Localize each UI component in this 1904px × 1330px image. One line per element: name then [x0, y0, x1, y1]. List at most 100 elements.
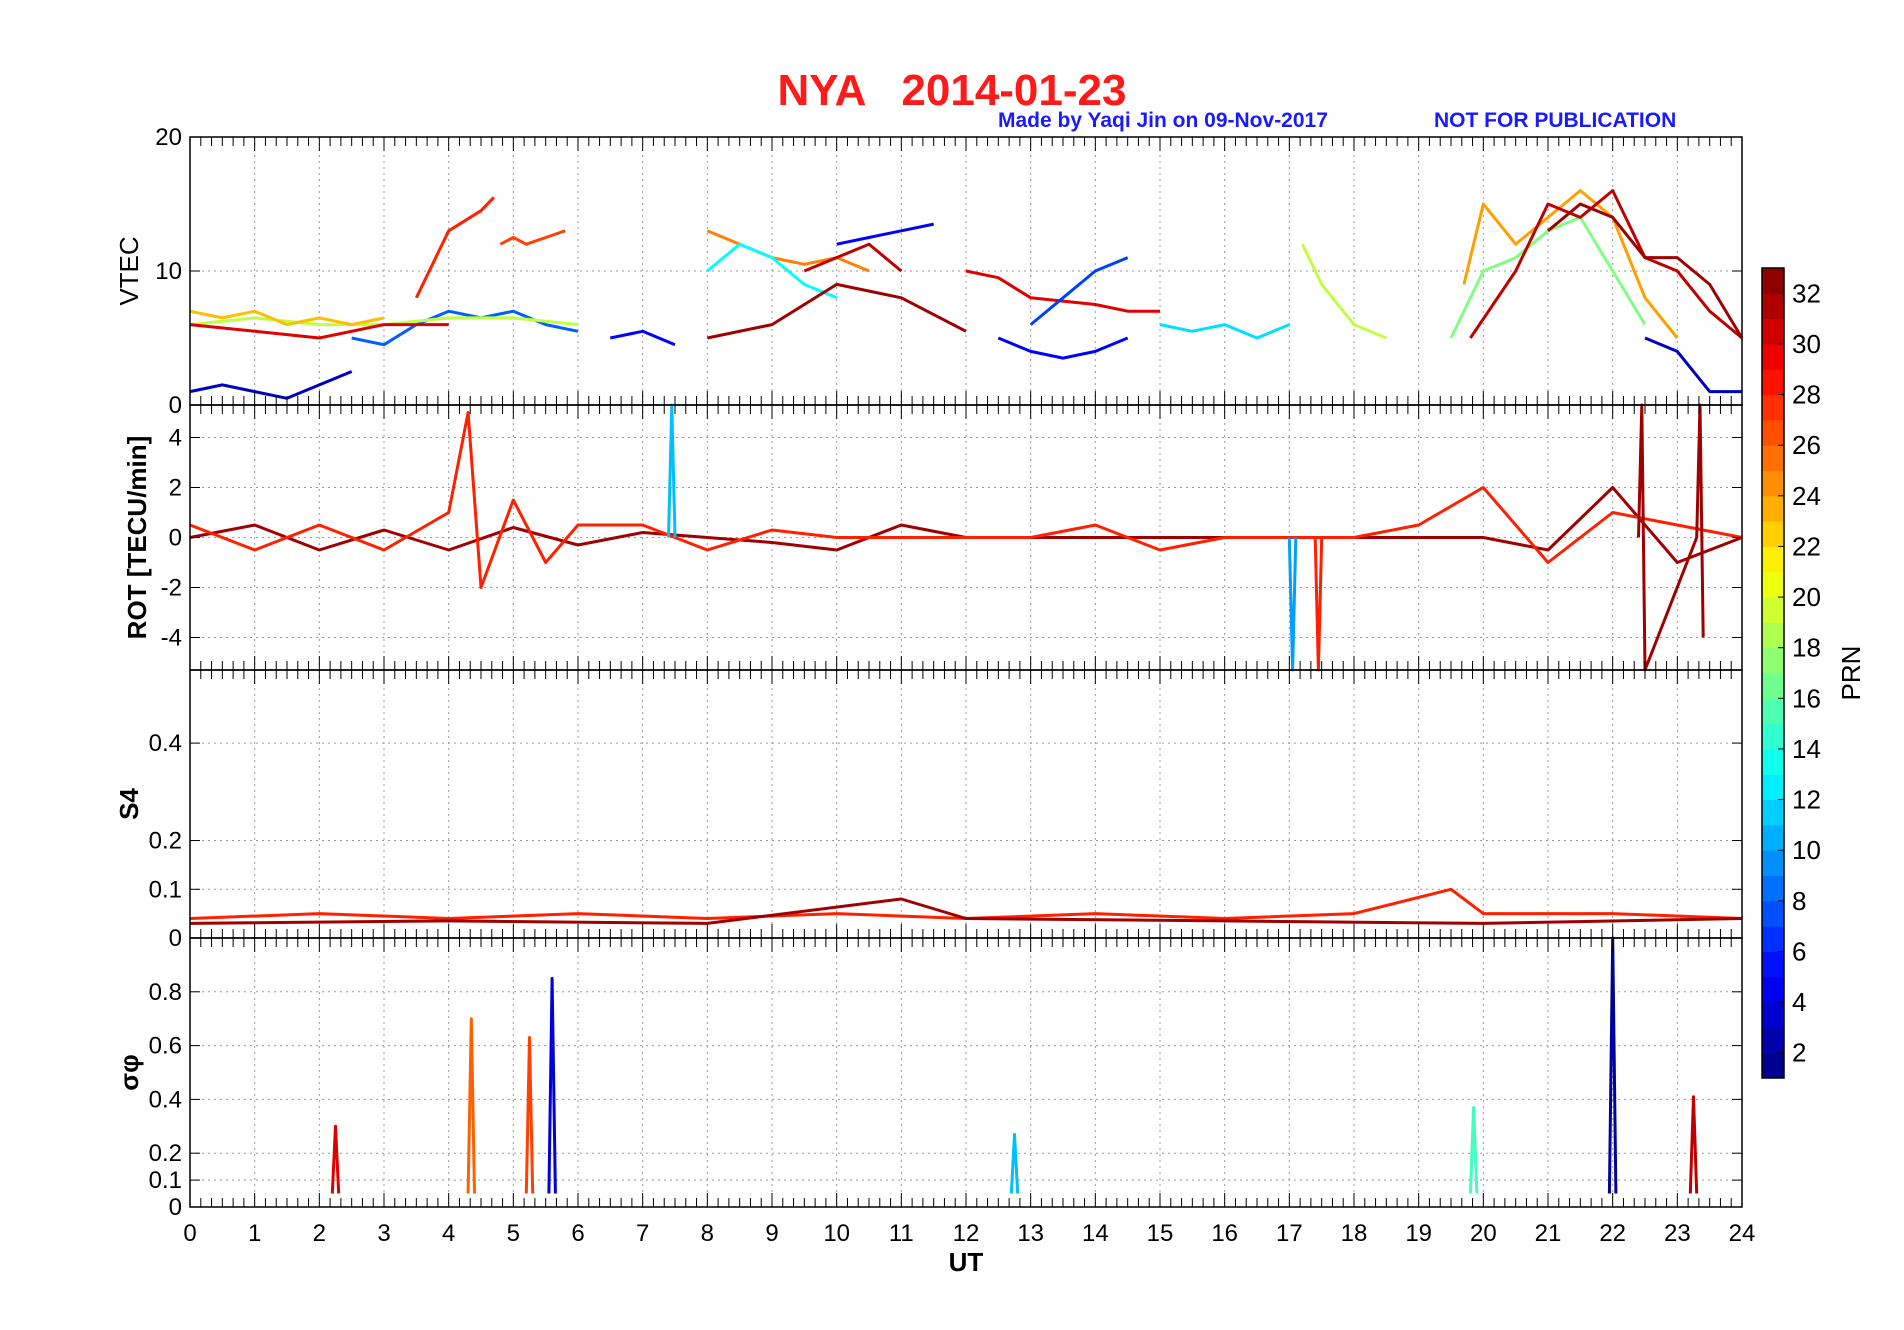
series-line-prn12: [1159, 323, 1290, 340]
colorbar-segment: [1762, 799, 1784, 826]
x-tick-label: 22: [1599, 1220, 1626, 1247]
x-tick-label: 16: [1211, 1220, 1238, 1247]
colorbar-tick-label: 10: [1792, 835, 1821, 865]
colorbar-tick-label: 14: [1792, 734, 1821, 764]
series-line-prn7: [1029, 256, 1129, 326]
series-line-prn3: [1644, 336, 1742, 394]
series-line-prn32: [1637, 403, 1705, 672]
colorbar-tick-label: 4: [1792, 987, 1806, 1017]
made-by-label: Made by Yaqi Jin on 09-Nov-2017: [998, 109, 1328, 132]
colorbar-tick-label: 26: [1792, 430, 1821, 460]
series-line-prn28: [1313, 537, 1324, 672]
colorbar-segment: [1762, 824, 1784, 851]
series-line-prn28: [189, 411, 1743, 589]
x-axis-label: UT: [949, 1247, 984, 1277]
y-tick-label: -2: [161, 575, 182, 602]
colorbar-tick-label: 18: [1792, 633, 1821, 663]
colorbar-segment: [1762, 875, 1784, 902]
x-tick-label: 0: [183, 1220, 196, 1247]
series-line-prn31: [1469, 189, 1743, 340]
colorbar-segment: [1762, 1052, 1784, 1079]
colorbar-segment: [1762, 419, 1784, 446]
colorbar-segment: [1762, 1027, 1784, 1054]
colorbar-segment: [1762, 546, 1784, 573]
x-tick-label: 21: [1535, 1220, 1562, 1247]
colorbar-segment: [1762, 293, 1784, 320]
series-line-prn32: [706, 282, 967, 340]
y-tick-label: 0: [169, 925, 182, 952]
x-tick-label: 13: [1017, 1220, 1044, 1247]
colorbar-frame: [1761, 267, 1785, 1079]
colorbar-segment: [1762, 673, 1784, 699]
x-tick-label: 15: [1147, 1220, 1174, 1247]
colorbar-segment: [1762, 622, 1784, 649]
y-tick-label: 0.1: [149, 1167, 182, 1194]
y-tick-label: 0: [169, 392, 182, 419]
series-line-prn31: [1688, 1095, 1699, 1194]
series-line-prn30: [189, 323, 449, 340]
y-tick-label: 0.4: [149, 730, 182, 757]
series-line-prn4: [547, 976, 557, 1194]
series-line-prn27: [499, 229, 566, 246]
colorbar-segment: [1762, 571, 1784, 598]
colorbar-segment: [1762, 495, 1784, 522]
colorbar-segment: [1762, 268, 1784, 294]
colorbar-tick-label: 24: [1792, 481, 1821, 511]
y-axis-label: S4: [114, 788, 144, 820]
colorbar-segment: [1762, 521, 1784, 547]
series-line-prn5: [836, 222, 935, 246]
colorbar-tick-label: 22: [1792, 531, 1821, 561]
y-tick-label: 0: [169, 525, 182, 552]
series-line-prn28: [189, 887, 1743, 920]
series-line-prn28: [414, 196, 495, 299]
series-line-prn5: [997, 336, 1129, 360]
colorbar-segment: [1762, 926, 1784, 952]
y-tick-label: 2: [169, 475, 182, 502]
y-axis-label: σφ: [114, 1054, 144, 1090]
figure-title: NYA 2014-01-23: [777, 66, 1127, 115]
colorbar-tick-label: 6: [1792, 936, 1806, 966]
colorbar-tick-label: 8: [1792, 886, 1806, 916]
colorbar-segment: [1762, 470, 1784, 497]
x-tick-label: 18: [1341, 1220, 1368, 1247]
x-tick-label: 11: [889, 1220, 914, 1247]
series-line-prn11: [1009, 1132, 1020, 1194]
series-line-prn8: [351, 309, 579, 347]
y-tick-label: -4: [161, 625, 182, 652]
series-line-prn13: [706, 242, 838, 300]
colorbar-segment: [1762, 1002, 1784, 1028]
series-line-prn31: [803, 242, 903, 273]
x-tick-label: 8: [701, 1220, 714, 1247]
colorbar-segment: [1762, 318, 1784, 345]
series-line-prn24: [1462, 189, 1679, 339]
series-line-prn30: [330, 1124, 341, 1194]
x-tick-label: 19: [1405, 1220, 1432, 1247]
series-line-prn19: [1300, 243, 1387, 340]
colorbar-segment: [1762, 394, 1784, 421]
x-tick-label: 24: [1729, 1220, 1756, 1247]
series-line-prn25: [706, 229, 870, 273]
series-line-prn23: [189, 309, 385, 327]
publication-notice: NOT FOR PUBLICATION: [1434, 109, 1677, 132]
colorbar-segment: [1762, 900, 1784, 927]
colorbar-segment: [1762, 647, 1784, 674]
y-tick-label: 0.2: [149, 828, 182, 855]
colorbar-segment: [1762, 774, 1784, 801]
y-axis-label: ROT [TECU/min]: [122, 436, 152, 640]
x-tick-label: 10: [823, 1220, 850, 1247]
y-tick-label: 20: [155, 124, 182, 151]
y-tick-label: 0: [169, 1194, 182, 1221]
series-line-prn10: [1287, 537, 1298, 672]
series-line-prn17: [1449, 215, 1647, 339]
y-tick-label: 0.8: [149, 979, 182, 1006]
x-tick-label: 7: [636, 1220, 649, 1247]
x-tick-label: 2: [313, 1220, 326, 1247]
x-tick-label: 12: [953, 1220, 980, 1247]
x-tick-label: 17: [1276, 1220, 1303, 1247]
series-line-prn5: [609, 329, 676, 347]
x-tick-label: 4: [442, 1220, 455, 1247]
colorbar-segment: [1762, 723, 1784, 750]
y-axis-label: VTEC: [114, 236, 144, 305]
y-tick-label: 0.1: [149, 876, 182, 903]
colorbar-segment: [1762, 748, 1784, 775]
